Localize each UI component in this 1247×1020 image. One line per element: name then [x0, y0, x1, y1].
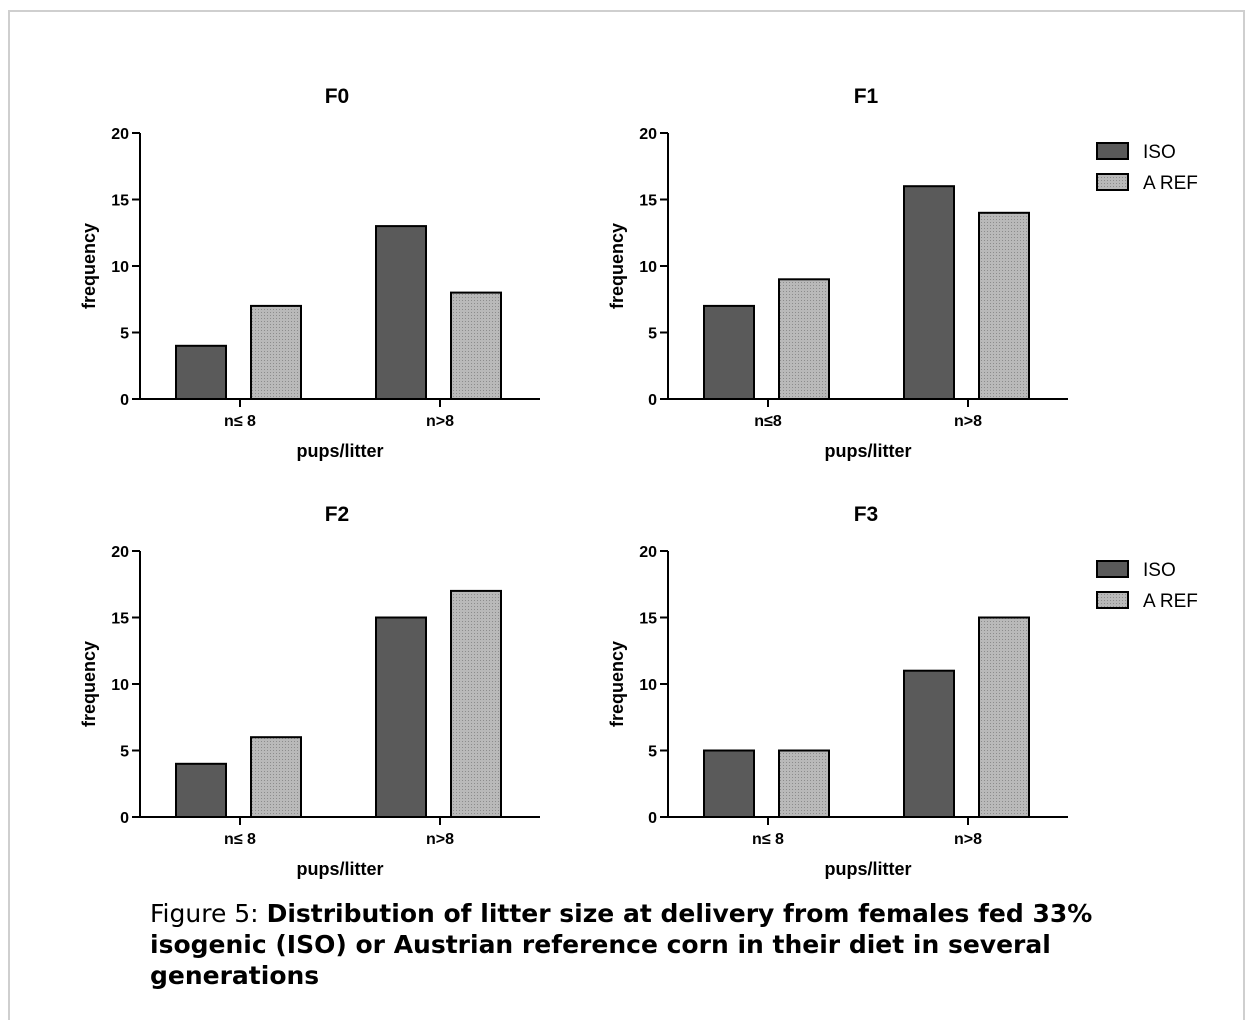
bar-aref-1	[778, 278, 830, 400]
legend: ISO A REF	[1096, 142, 1198, 194]
y-axis-label: frequency	[79, 223, 99, 309]
legend-swatch-aref	[1096, 173, 1129, 191]
y-tick-label: 0	[648, 392, 657, 409]
bar-charts: F0 0 5 10 15 20 n≤ 8 n>8 pups/litter frequency F1 0…	[79, 85, 1198, 879]
bar-aref-2	[978, 211, 1030, 400]
y-tick-label: 20	[111, 544, 129, 561]
x-tick-label: n≤8	[754, 413, 782, 430]
bar-aref-2	[450, 291, 502, 401]
bar-aref-2	[978, 616, 1030, 818]
y-tick-label: 10	[111, 259, 129, 276]
y-tick-label: 15	[639, 611, 657, 628]
chart-title: F3	[854, 503, 879, 526]
bar-iso-2	[375, 616, 427, 818]
legend-swatch-aref	[1096, 591, 1129, 609]
legend-swatch-iso	[1096, 142, 1129, 160]
caption-prefix: Figure 5:	[150, 899, 267, 928]
x-tick-label: n>8	[426, 413, 454, 430]
legend-label: A REF	[1143, 591, 1198, 612]
chart-panel-f3: F3 0 5 10 15 20 n≤ 8 n>8 pups/litter frequency ISO…	[607, 503, 1198, 879]
bar-iso-1	[703, 749, 755, 818]
y-tick-label: 5	[120, 326, 129, 343]
x-tick-label: n≤ 8	[224, 413, 256, 430]
bar-iso-2	[375, 225, 427, 400]
figure-caption: Figure 5: Distribution of litter size at…	[150, 898, 1210, 991]
bar-aref-2	[450, 589, 502, 819]
legend-label: A REF	[1143, 173, 1198, 194]
y-tick-label: 5	[648, 326, 657, 343]
y-tick-label: 0	[648, 810, 657, 827]
y-tick-label: 0	[120, 810, 129, 827]
bar-iso-1	[175, 344, 227, 400]
legend: ISO A REF	[1096, 560, 1198, 612]
x-tick-label: n>8	[954, 413, 982, 430]
y-tick-label: 20	[639, 126, 657, 143]
bar-aref-1	[778, 749, 830, 818]
chart-title: F1	[854, 85, 879, 108]
x-tick-label: n≤ 8	[224, 831, 256, 848]
y-tick-label: 10	[639, 259, 657, 276]
x-tick-label: n>8	[954, 831, 982, 848]
bar-aref-1	[250, 304, 302, 400]
y-tick-label: 5	[120, 744, 129, 761]
y-axis-label: frequency	[607, 223, 627, 309]
y-tick-label: 15	[639, 193, 657, 210]
y-tick-label: 5	[648, 744, 657, 761]
bar-iso-2	[903, 185, 955, 400]
y-tick-label: 15	[111, 611, 129, 628]
chart-title: F2	[325, 503, 350, 526]
y-tick-label: 10	[111, 677, 129, 694]
x-axis-label: pups/litter	[296, 859, 383, 879]
bar-iso-1	[175, 762, 227, 818]
x-axis-label: pups/litter	[824, 441, 911, 461]
y-axis-label: frequency	[79, 641, 99, 727]
y-tick-label: 10	[639, 677, 657, 694]
bar-aref-1	[250, 736, 302, 819]
x-axis-label: pups/litter	[296, 441, 383, 461]
y-tick-label: 20	[111, 126, 129, 143]
y-tick-label: 20	[639, 544, 657, 561]
y-tick-label: 0	[120, 392, 129, 409]
legend-label: ISO	[1143, 142, 1176, 163]
x-tick-label: n>8	[426, 831, 454, 848]
chart-panel-f0: F0 0 5 10 15 20 n≤ 8 n>8 pups/litter frequency	[79, 85, 540, 461]
chart-panel-f2: F2 0 5 10 15 20 n≤ 8 n>8 pups/litter frequency	[79, 503, 540, 879]
bar-iso-2	[903, 669, 955, 819]
legend-swatch-iso	[1096, 560, 1129, 578]
chart-title: F0	[325, 85, 350, 108]
x-tick-label: n≤ 8	[752, 831, 784, 848]
legend-label: ISO	[1143, 560, 1176, 581]
bar-iso-1	[703, 304, 755, 400]
y-axis-label: frequency	[607, 641, 627, 727]
x-axis-label: pups/litter	[824, 859, 911, 879]
caption-text: Distribution of litter size at delivery …	[150, 899, 1093, 990]
chart-panel-f1: F1 0 5 10 15 20 n≤8 n>8 pups/litter frequency ISO A…	[607, 85, 1198, 461]
figure-frame	[8, 10, 1245, 1020]
y-tick-label: 15	[111, 193, 129, 210]
